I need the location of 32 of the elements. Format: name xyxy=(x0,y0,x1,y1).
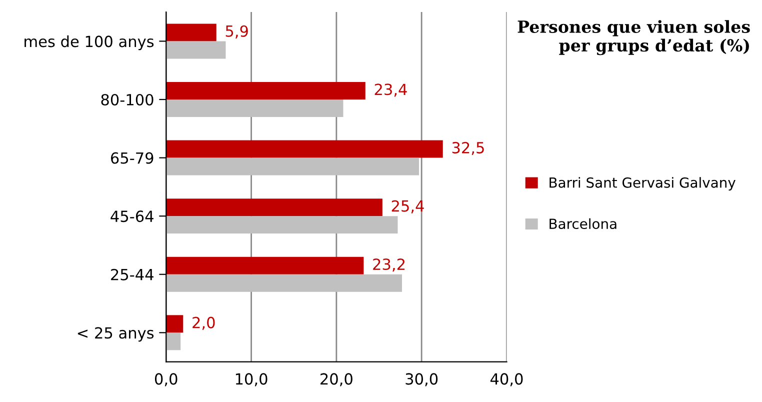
x-tick-label: 0,0 xyxy=(154,373,178,386)
y-tick-label: 25-44 xyxy=(111,268,154,280)
bar xyxy=(166,158,420,176)
data-label: 32,5 xyxy=(452,142,484,156)
text: Persones que viuen soles per grups d’edat (%) xyxy=(518,20,750,56)
legend-label: Barcelona xyxy=(550,218,616,230)
bar xyxy=(166,99,344,117)
x-tick-label: 20,0 xyxy=(320,373,352,386)
data-label: 5,9 xyxy=(226,25,248,38)
data-label: 25,4 xyxy=(392,200,424,214)
y-tick-label: 80-100 xyxy=(101,94,154,106)
x-tick-label: 10,0 xyxy=(236,373,268,386)
legend-label: Barri Sant Gervasi Galvany xyxy=(550,177,736,191)
bar xyxy=(166,198,382,216)
x-tick-label: 30,0 xyxy=(406,373,438,386)
y-tick-label: < 25 anys xyxy=(78,327,154,342)
bar xyxy=(166,216,398,234)
bar xyxy=(166,256,364,274)
bar xyxy=(166,41,226,59)
data-label: 23,2 xyxy=(373,258,404,272)
bar xyxy=(166,82,366,100)
y-tick-label: 65-79 xyxy=(110,152,154,164)
data-label: 2,0 xyxy=(192,316,215,330)
bar xyxy=(166,332,181,350)
y-tick-label: mes de 100 anys xyxy=(24,35,154,50)
y-tick-label: 45-64 xyxy=(110,210,154,222)
bar xyxy=(166,140,443,158)
data-label: 23,4 xyxy=(374,84,407,97)
x-tick-label: 40,0 xyxy=(490,373,523,386)
bar xyxy=(166,315,184,333)
bar xyxy=(166,24,216,42)
bar xyxy=(166,274,402,292)
